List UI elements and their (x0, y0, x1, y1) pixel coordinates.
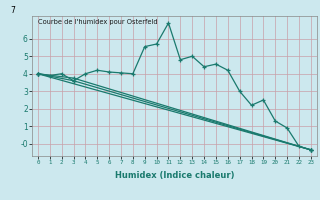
Text: 7: 7 (10, 6, 15, 15)
X-axis label: Humidex (Indice chaleur): Humidex (Indice chaleur) (115, 171, 234, 180)
Text: Courbe de l'humidex pour Osterfeld: Courbe de l'humidex pour Osterfeld (38, 19, 157, 25)
